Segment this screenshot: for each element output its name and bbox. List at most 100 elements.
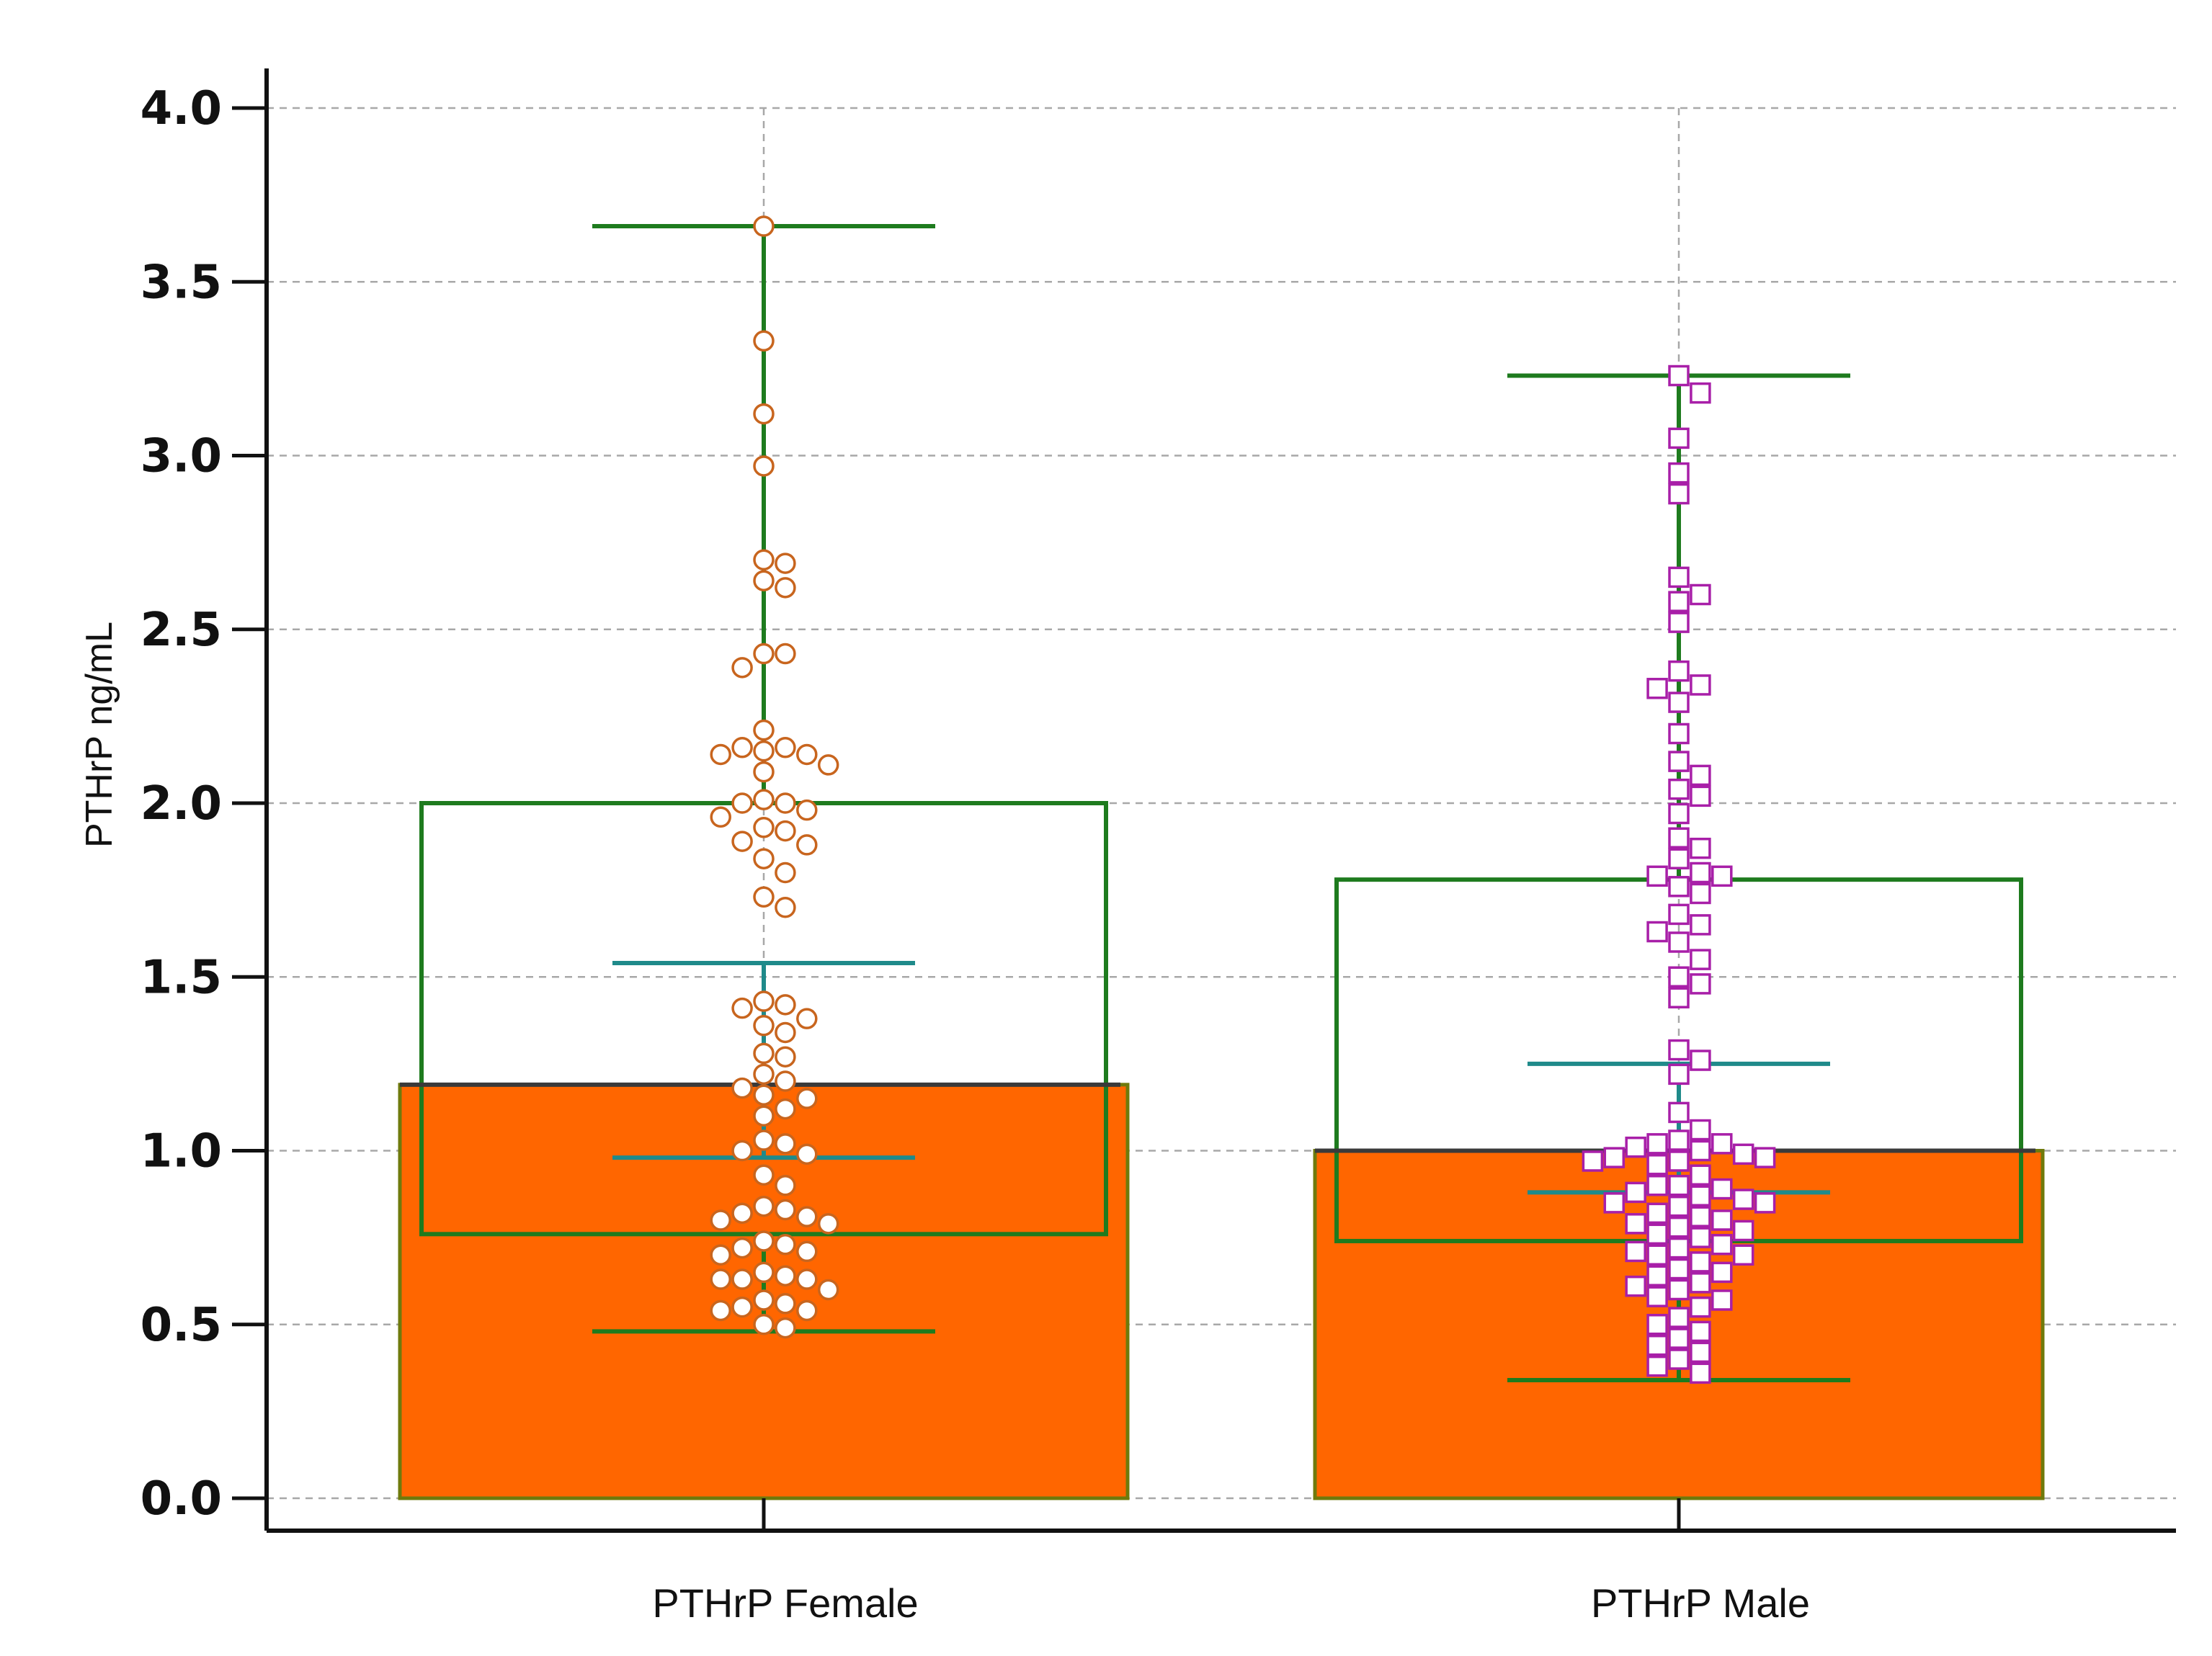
data-point xyxy=(1668,660,1690,682)
data-point xyxy=(731,1237,753,1259)
data-point xyxy=(1668,483,1690,505)
data-point xyxy=(775,897,796,918)
data-point xyxy=(753,570,775,591)
x-tick-label: PTHrP Male xyxy=(1591,1580,1810,1626)
data-point xyxy=(753,789,775,810)
data-point xyxy=(1690,837,1711,859)
data-point xyxy=(1668,1258,1690,1280)
data-point xyxy=(1646,678,1668,699)
data-point xyxy=(753,1105,775,1127)
data-point xyxy=(1690,1272,1711,1294)
data-point xyxy=(1603,1147,1625,1168)
x-ticks: PTHrP Female PTHrP Male xyxy=(652,1498,1810,1626)
data-point xyxy=(1711,1261,1733,1284)
y-tick-label: 2.0 xyxy=(141,777,222,831)
data-point xyxy=(775,994,796,1016)
data-point xyxy=(1711,1234,1733,1256)
data-point xyxy=(1668,1237,1690,1259)
data-points xyxy=(710,215,1776,1384)
data-point xyxy=(1646,1154,1668,1176)
data-point xyxy=(796,1088,818,1109)
data-point xyxy=(796,743,818,766)
data-point xyxy=(1668,722,1690,745)
data-point xyxy=(753,1063,775,1086)
data-point xyxy=(1690,1227,1711,1248)
data-point xyxy=(710,806,731,828)
data-point xyxy=(1668,1348,1690,1370)
data-point xyxy=(753,1129,775,1151)
data-point xyxy=(1668,931,1690,953)
axes xyxy=(264,68,2176,1533)
data-point xyxy=(1668,827,1690,849)
data-point xyxy=(796,1008,818,1029)
data-point xyxy=(1646,1265,1668,1286)
data-point xyxy=(775,552,796,574)
data-point xyxy=(753,1164,775,1186)
data-point xyxy=(753,1289,775,1311)
data-point xyxy=(710,1299,731,1322)
y-tick-label: 1.0 xyxy=(141,1125,222,1178)
data-point xyxy=(775,577,796,599)
data-point xyxy=(731,792,753,814)
data-point xyxy=(1668,903,1690,926)
data-point xyxy=(775,1098,796,1120)
data-point xyxy=(796,1299,818,1322)
data-point xyxy=(817,1213,839,1235)
data-point xyxy=(775,643,796,665)
data-point xyxy=(1690,1341,1711,1364)
data-point xyxy=(1625,1181,1646,1204)
data-point xyxy=(1690,1251,1711,1273)
data-point xyxy=(775,1293,796,1315)
data-point xyxy=(1668,1195,1690,1217)
data-point xyxy=(753,643,775,665)
data-point xyxy=(1668,1328,1690,1349)
data-point xyxy=(796,1268,818,1290)
data-point xyxy=(1668,1150,1690,1172)
data-point xyxy=(753,1042,775,1065)
data-point xyxy=(1646,1314,1668,1335)
y-tick-label: 3.5 xyxy=(141,256,222,309)
data-point xyxy=(1711,1133,1733,1155)
data-point xyxy=(1668,751,1690,772)
data-point xyxy=(1646,1133,1668,1155)
y-tick-label: 2.5 xyxy=(141,604,222,657)
data-point xyxy=(753,848,775,869)
data-point xyxy=(1711,1209,1733,1231)
data-point xyxy=(1668,1279,1690,1301)
data-point xyxy=(1668,612,1690,633)
y-tick-label: 3.0 xyxy=(141,430,222,483)
data-point xyxy=(1668,591,1690,612)
data-point xyxy=(1668,966,1690,988)
data-point xyxy=(775,861,796,884)
data-point xyxy=(1690,1320,1711,1343)
data-point xyxy=(1668,987,1690,1008)
data-point xyxy=(775,1317,796,1339)
data-point xyxy=(753,1195,775,1217)
data-point xyxy=(753,817,775,838)
data-point xyxy=(1754,1192,1776,1214)
data-point xyxy=(753,403,775,425)
data-point xyxy=(710,1268,731,1290)
data-point xyxy=(753,1230,775,1252)
data-point xyxy=(1690,674,1711,696)
data-point xyxy=(1646,1175,1668,1196)
data-point xyxy=(1668,427,1690,449)
data-point xyxy=(1668,778,1690,800)
data-point xyxy=(796,1143,818,1165)
data-point xyxy=(1690,1164,1711,1186)
data-point xyxy=(775,1046,796,1068)
data-point xyxy=(1668,1063,1690,1086)
data-point xyxy=(1646,1286,1668,1307)
data-point xyxy=(1711,1289,1733,1311)
data-point xyxy=(753,1261,775,1284)
data-point xyxy=(1646,1355,1668,1377)
data-point xyxy=(1690,1296,1711,1318)
data-point xyxy=(1646,865,1668,887)
data-point xyxy=(775,1234,796,1256)
data-point xyxy=(1732,1219,1754,1242)
y-tick-label: 1.5 xyxy=(141,951,222,1004)
data-point xyxy=(796,799,818,821)
y-ticks: 0.0 0.5 1.0 1.5 2.0 2.5 3.0 3.5 4.0 xyxy=(141,82,267,1526)
data-point xyxy=(1668,876,1690,898)
data-point xyxy=(753,1314,775,1335)
